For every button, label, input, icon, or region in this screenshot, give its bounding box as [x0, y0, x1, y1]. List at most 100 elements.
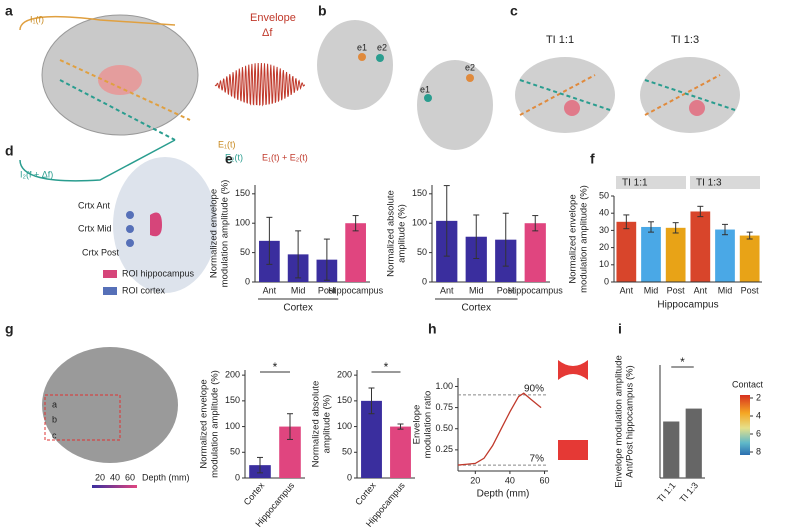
field-arrow: [59, 59, 191, 121]
label: Crtx Mid: [78, 223, 112, 233]
y-tick-label: 0.75: [435, 402, 453, 412]
y-tick-label: 100: [412, 218, 427, 228]
y-tick-label: 20: [599, 242, 609, 252]
bar: [739, 235, 760, 282]
label: e2: [465, 62, 475, 72]
bar: [690, 211, 711, 282]
x-tick-label: Mid: [469, 285, 484, 295]
colorbar-tick-label: 6: [756, 428, 761, 438]
y-tick-label: 10: [599, 259, 609, 269]
label: Crtx Ant: [78, 200, 111, 210]
y-axis-title: Normalized envelope: [568, 194, 579, 283]
bar: [715, 229, 735, 282]
target: [564, 100, 580, 116]
y-tick-label: 50: [240, 247, 250, 257]
brain: [113, 157, 217, 293]
colorbar-tick-label: 4: [756, 410, 761, 420]
waveform: [558, 360, 588, 380]
label: Envelope: [250, 12, 296, 24]
facet-title: TI 1:3: [696, 178, 722, 189]
colorbar: [740, 395, 750, 455]
bar: [279, 426, 301, 478]
x-tick-label: Post: [497, 285, 516, 295]
field-arrow: [519, 79, 611, 111]
y-tick-label: 200: [225, 370, 240, 380]
label: e1: [357, 42, 367, 52]
panel-label: d: [5, 143, 14, 159]
y-axis-title: Envelope modulation amplitude: [614, 355, 625, 488]
x-tick-label: Mid: [718, 285, 733, 295]
x-tick-label: Post: [667, 285, 686, 295]
brain: [515, 57, 615, 133]
panel-label: g: [5, 321, 14, 337]
panel-label: a: [5, 3, 13, 19]
field-arrow: [644, 79, 736, 111]
brain-slice: [42, 347, 178, 463]
y-axis-title: amplitude (%): [322, 395, 333, 454]
label: a: [52, 399, 57, 409]
bar: [641, 226, 661, 282]
y-tick-label: 50: [599, 190, 609, 200]
panel-label: f: [590, 151, 595, 167]
y-tick-label: 0: [604, 276, 609, 286]
label: Δf: [262, 27, 273, 39]
bar: [524, 223, 546, 282]
electrode: [376, 54, 384, 62]
x-tick-label: Mid: [644, 285, 659, 295]
bar: [616, 221, 637, 282]
field-arrow: [644, 74, 721, 116]
y-tick-label: 150: [225, 395, 240, 405]
label: E₁(t): [218, 139, 236, 149]
reference-label: 90%: [524, 384, 544, 395]
label: 60: [125, 472, 135, 482]
legend-label: ROI hippocampus: [122, 268, 195, 278]
electrode: [424, 94, 432, 102]
label: 20: [95, 472, 105, 482]
x-axis-title: Cortex: [283, 303, 312, 314]
x-tick-label: Ant: [440, 285, 454, 295]
y-tick-label: 50: [230, 447, 240, 457]
label: Depth (mm): [142, 472, 190, 482]
significance: *: [384, 360, 389, 374]
target: [689, 100, 705, 116]
x-tick-label: Hippocampus: [328, 285, 384, 295]
facet-strip: [690, 176, 760, 189]
waveform: [558, 440, 588, 460]
panel-label: i: [618, 321, 622, 337]
x-axis-title: Hippocampus: [657, 300, 718, 311]
wire: [19, 15, 176, 31]
x-tick-label: Mid: [291, 285, 306, 295]
x-tick-label: Ant: [620, 285, 634, 295]
x-tick-label: 40: [505, 475, 515, 485]
y-tick-label: 0.25: [435, 444, 453, 454]
label: E₂(t): [225, 152, 243, 162]
y-axis-title: amplitude (%): [397, 204, 408, 263]
bar: [663, 421, 680, 478]
x-tick-label: Post: [741, 285, 760, 295]
y-tick-label: 150: [337, 395, 352, 405]
contact: [126, 225, 134, 233]
y-tick-label: 100: [235, 218, 250, 228]
x-tick-label: Ant: [263, 285, 277, 295]
label: c: [52, 430, 57, 440]
y-axis-title: modulation amplitude (%): [579, 185, 590, 293]
y-tick-label: 0: [245, 276, 250, 286]
y-tick-label: 0: [422, 276, 427, 286]
label: I₁(f): [30, 14, 44, 24]
y-tick-label: 40: [599, 208, 609, 218]
field-arrow: [59, 79, 176, 141]
label: b: [52, 414, 57, 424]
x-axis-title: Depth (mm): [477, 489, 530, 500]
significance: *: [680, 355, 685, 369]
field-arrow: [519, 74, 596, 116]
facet-strip: [616, 176, 686, 189]
y-axis-title: modulation amplitude (%): [210, 370, 221, 478]
bar: [665, 227, 686, 282]
y-tick-label: 100: [225, 421, 240, 431]
data-line: [457, 392, 542, 466]
y-axis-title: modulation amplitude (%): [220, 180, 231, 288]
label: TI 1:3: [671, 34, 699, 46]
x-axis-title: Cortex: [462, 303, 491, 314]
brain: [640, 57, 740, 133]
